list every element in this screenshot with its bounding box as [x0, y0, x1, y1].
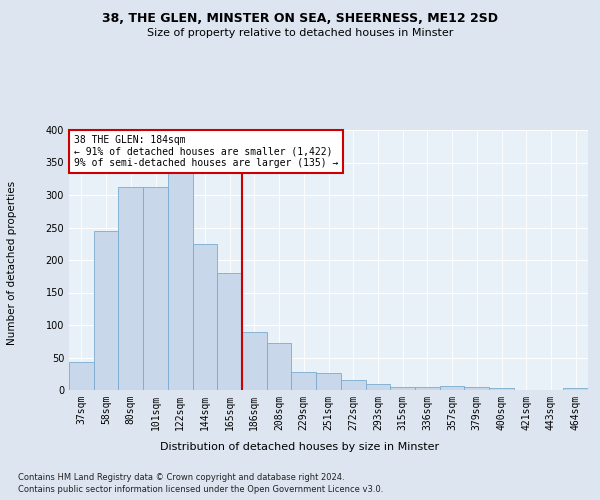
- Text: Contains public sector information licensed under the Open Government Licence v3: Contains public sector information licen…: [18, 485, 383, 494]
- Text: Distribution of detached houses by size in Minster: Distribution of detached houses by size …: [160, 442, 440, 452]
- Text: Number of detached properties: Number of detached properties: [7, 180, 17, 344]
- Bar: [143, 187, 168, 390]
- Bar: [292, 372, 316, 390]
- Bar: [440, 386, 464, 390]
- Bar: [341, 380, 365, 390]
- Bar: [365, 384, 390, 390]
- Bar: [316, 373, 341, 390]
- Bar: [193, 244, 217, 390]
- Bar: [69, 362, 94, 390]
- Bar: [563, 388, 588, 390]
- Bar: [415, 387, 440, 390]
- Bar: [118, 186, 143, 390]
- Bar: [242, 332, 267, 390]
- Bar: [464, 387, 489, 390]
- Text: 38 THE GLEN: 184sqm
← 91% of detached houses are smaller (1,422)
9% of semi-deta: 38 THE GLEN: 184sqm ← 91% of detached ho…: [74, 135, 338, 168]
- Text: Contains HM Land Registry data © Crown copyright and database right 2024.: Contains HM Land Registry data © Crown c…: [18, 472, 344, 482]
- Bar: [168, 172, 193, 390]
- Bar: [267, 342, 292, 390]
- Bar: [390, 387, 415, 390]
- Text: 38, THE GLEN, MINSTER ON SEA, SHEERNESS, ME12 2SD: 38, THE GLEN, MINSTER ON SEA, SHEERNESS,…: [102, 12, 498, 26]
- Bar: [94, 231, 118, 390]
- Bar: [217, 273, 242, 390]
- Bar: [489, 388, 514, 390]
- Text: Size of property relative to detached houses in Minster: Size of property relative to detached ho…: [147, 28, 453, 38]
